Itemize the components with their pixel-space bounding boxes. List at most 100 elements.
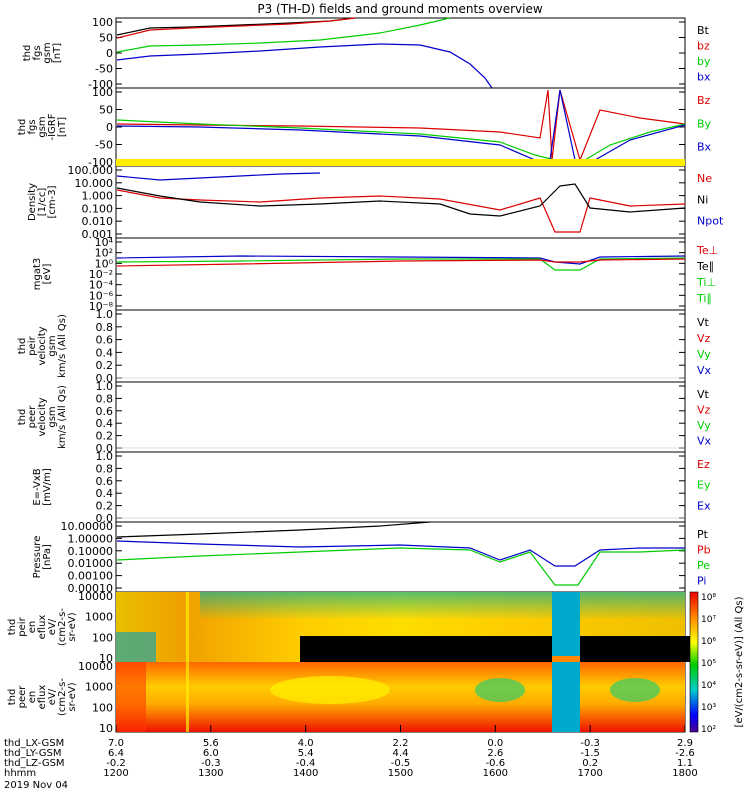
y-tick-label: 1.00000 — [68, 532, 114, 545]
y-tick-label: 10 — [99, 652, 113, 665]
y-tick-label: 50 — [99, 104, 113, 117]
y-axis-label: fgs — [32, 45, 43, 60]
data-series-line — [116, 17, 356, 39]
y-tick-label: 100 — [92, 16, 113, 29]
peer-spectrogram — [116, 662, 685, 732]
legend-entry: Pi — [697, 575, 706, 588]
y-axis-label: sr-eV) — [67, 612, 78, 641]
x-tick-label: 1700 — [577, 768, 602, 779]
y-tick-label: 100 — [92, 631, 113, 644]
data-series-line — [116, 540, 685, 567]
y-tick-label: 100 — [92, 86, 113, 99]
y-tick-label: 0.0 — [96, 372, 114, 385]
y-axis-label: en — [27, 621, 38, 634]
y-tick-label: 0.100 — [82, 202, 114, 215]
y-tick-label: 1000 — [85, 611, 113, 624]
data-series-line — [116, 43, 493, 89]
legend-entry: By — [697, 117, 712, 130]
colorbar-tick: 10⁸ — [701, 593, 716, 603]
y-axis-label: gsm — [47, 406, 58, 427]
data-series-line — [116, 183, 686, 217]
y-tick-label: 10⁻⁴ — [89, 279, 114, 292]
y-tick-label: 1.0 — [96, 450, 114, 463]
legend-entry: Pt — [697, 528, 709, 541]
y-axis-label: peir — [17, 616, 28, 636]
y-axis-label: thd — [7, 619, 18, 636]
legend-entry: Ti⊥ — [696, 276, 716, 289]
x-row-label: thd_LZ-GSM — [4, 758, 65, 769]
y-axis-label: peir — [27, 335, 38, 355]
y-axis-label: Density — [27, 183, 38, 221]
legend-entry: by — [697, 55, 711, 68]
legend-entry: Vx — [697, 435, 712, 448]
y-tick-label: 10.00000 — [61, 520, 114, 533]
y-tick-label: 0.2 — [96, 500, 114, 513]
legend-entry: Vy — [697, 419, 711, 432]
x-tick-label: 2.9 — [677, 738, 693, 749]
x-tick-label: 2.2 — [393, 738, 409, 749]
y-tick-label: 100.000 — [68, 164, 114, 177]
legend-entry: Bx — [697, 141, 712, 154]
y-axis-label: [eV] — [42, 264, 53, 285]
y-tick-label: 10000 — [78, 590, 113, 603]
y-tick-label: 0.2 — [96, 359, 114, 372]
y-tick-label: 0.6 — [96, 475, 114, 488]
y-axis-label: [mV/m] — [42, 468, 53, 506]
y-tick-label: 0.01000 — [68, 557, 114, 570]
y-tick-label: 0.8 — [96, 462, 114, 475]
y-axis-label: eV/ — [47, 618, 58, 635]
x-tick-label: 1500 — [388, 768, 413, 779]
panel-frame — [115, 309, 686, 383]
y-tick-label: 10² — [95, 247, 113, 260]
y-axis-label: thd — [7, 689, 18, 706]
y-axis-label: km/s (All Qs) — [57, 314, 68, 378]
colorbar-tick: 10² — [701, 725, 716, 735]
x-tick-label: 1400 — [293, 768, 318, 779]
data-series-line — [116, 172, 321, 181]
y-axis-label: thd — [17, 119, 28, 136]
y-tick-label: 10⁻² — [89, 268, 113, 281]
colorbar-tick: 10⁶ — [701, 637, 716, 647]
y-axis-label: peer — [27, 405, 38, 429]
legend-entry: Ez — [697, 458, 710, 471]
y-axis-label: (cm2-s- — [57, 608, 68, 646]
x-tick-label: 4.0 — [298, 738, 314, 749]
x-tick-label: -0.4 — [296, 758, 316, 769]
x-tick-label: -0.3 — [580, 738, 600, 749]
panel-6: 1.00.80.60.40.20.0 thd peer velocity gsm km/s… — [17, 380, 712, 455]
y-tick-label: 10 — [99, 722, 113, 735]
y-tick-label: -100 — [88, 156, 113, 169]
x-tick-label: 5.4 — [298, 748, 314, 759]
y-axis-label: fgs — [27, 119, 38, 134]
legend-entry: Npot — [697, 215, 724, 228]
x-tick-label: 4.4 — [393, 748, 409, 759]
y-tick-label: 0.6 — [96, 405, 114, 418]
y-axis-label: [nPa] — [42, 544, 53, 570]
colorbar-tick: 10⁷ — [701, 615, 716, 625]
y-axis-label: gsm — [37, 116, 48, 137]
y-axis-label: (cm2-s- — [57, 678, 68, 716]
y-axis-label: thd — [22, 45, 33, 62]
x-tick-label: 1600 — [483, 768, 508, 779]
y-axis-label: thd — [17, 338, 28, 355]
legend-entry: Vt — [697, 388, 710, 401]
x-tick-label: -0.3 — [201, 758, 221, 769]
legend-entry: Te∥ — [696, 260, 714, 273]
panel-2: 100 50 0 -50 -100 thd fgs gsm -IGRF [nT] Bz By Bx — [17, 86, 712, 169]
data-series-line — [116, 521, 431, 538]
legend-entry: Ti∥ — [696, 292, 712, 305]
legend-entry: Te⊥ — [696, 244, 718, 257]
legend-entry: bx — [697, 71, 711, 84]
x-tick-label: 0.2 — [582, 758, 598, 769]
y-axis-label: E=-VxB — [32, 468, 43, 505]
y-axis-label: sr-eV) — [67, 682, 78, 711]
y-tick-label: 10⁻⁸ — [89, 300, 114, 313]
y-tick-label: 0.8 — [96, 392, 114, 405]
peir-spectrogram — [116, 592, 695, 662]
y-axis-label: velocity — [37, 326, 48, 365]
y-axis-label: velocity — [37, 397, 48, 436]
y-tick-label: 10⁴ — [95, 236, 114, 249]
legend-entry: Pe — [697, 559, 710, 572]
